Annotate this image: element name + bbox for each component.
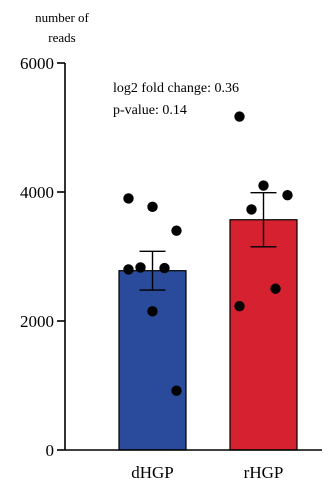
data-point-dHGP [159, 262, 170, 274]
data-point-rHGP [234, 111, 245, 122]
y-axis-label-line-1: number of [35, 10, 89, 25]
data-point-rHGP [270, 283, 281, 294]
data-point-dHGP [171, 385, 182, 396]
bar-rHGP [229, 219, 298, 451]
data-point-dHGP [147, 306, 158, 317]
y-axis-label-line-2: reads [48, 30, 75, 45]
y-tick-label: 4000 [20, 183, 54, 202]
data-point-rHGP [258, 180, 269, 191]
data-point-rHGP [282, 190, 293, 201]
y-tick-label: 2000 [20, 312, 54, 331]
annotation-log2-fold-change: log2 fold change: 0.36 [113, 81, 239, 96]
data-point-dHGP [123, 264, 134, 275]
annotation-p-value: p-value: 0.14 [113, 103, 187, 118]
data-point-dHGP [171, 225, 182, 236]
y-ticks: 0 2000 4000 6000 [20, 54, 65, 460]
data-point-dHGP [147, 201, 158, 213]
plot-area [118, 111, 298, 451]
bar-dHGP [118, 270, 187, 451]
data-point-rHGP [246, 204, 257, 215]
data-point-dHGP [135, 262, 146, 273]
x-ticks: dHGP rHGP [131, 463, 283, 482]
x-tick-label-rHGP: rHGP [244, 463, 284, 482]
y-tick-label: 6000 [20, 54, 54, 73]
data-point-rHGP [234, 300, 245, 312]
x-tick-label-dHGP: dHGP [131, 463, 174, 482]
data-point-dHGP [123, 193, 134, 204]
y-tick-label: 0 [46, 441, 55, 460]
